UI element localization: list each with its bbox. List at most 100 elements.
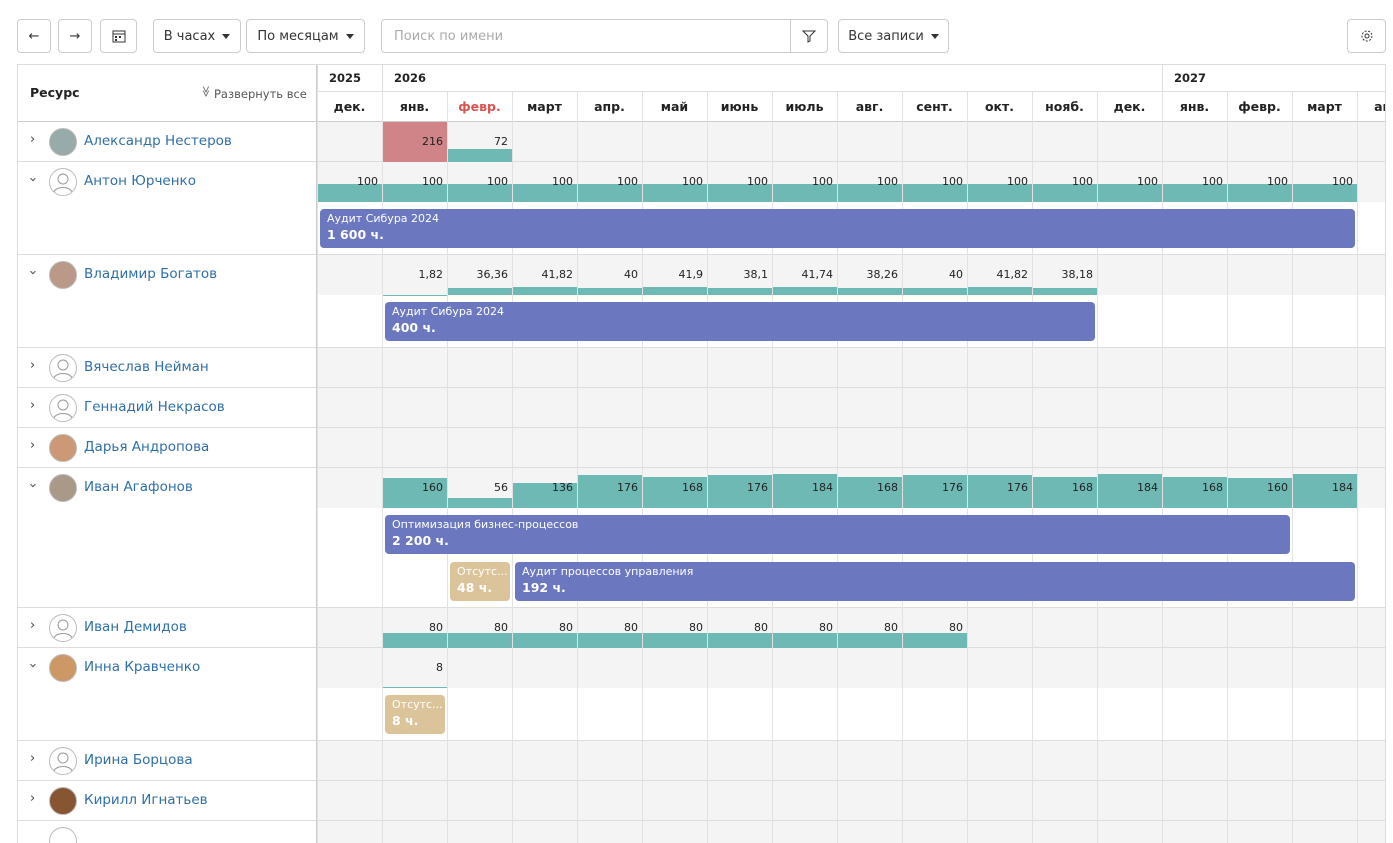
load-label: 100 — [552, 175, 573, 188]
chevron[interactable]: › — [30, 358, 36, 373]
chevron[interactable]: › — [30, 791, 36, 806]
task-title: Отсутс... — [457, 565, 508, 578]
resource-name[interactable]: Иван Агафонов — [84, 479, 193, 495]
resource-name[interactable]: Геннадий Некрасов — [84, 399, 225, 415]
load-label: 40 — [949, 268, 963, 281]
resource-name[interactable]: Инна Кравченко — [84, 659, 201, 675]
load-bar — [642, 633, 707, 648]
task-bar[interactable]: Отсутс... 48 ч. — [450, 562, 510, 601]
chevron[interactable]: › — [25, 662, 41, 669]
filter-button[interactable] — [790, 19, 828, 53]
prev-button[interactable]: ← — [17, 19, 51, 53]
units-dropdown[interactable]: В часах — [153, 19, 241, 53]
resource-name[interactable]: Кирилл Игнатьев — [84, 792, 208, 808]
load-bar — [447, 288, 512, 295]
chevron[interactable]: › — [25, 176, 41, 183]
gear-icon — [1361, 30, 1372, 42]
load-label: 41,82 — [996, 268, 1029, 281]
next-button[interactable]: → — [58, 19, 92, 53]
records-dropdown[interactable]: Все записи — [838, 19, 949, 53]
task-hours: 192 ч. — [522, 580, 566, 595]
avatar — [49, 261, 77, 289]
chevron[interactable]: › — [25, 482, 41, 489]
load-label: 176 — [1007, 481, 1028, 494]
resource-name[interactable]: Дарья Андропова — [84, 439, 210, 455]
load-bar — [1032, 476, 1097, 508]
load-label: 100 — [1137, 175, 1158, 188]
resource-name[interactable]: Вячеслав Нейман — [84, 359, 209, 375]
task-hours: 2 200 ч. — [392, 533, 449, 548]
month-label: июнь — [720, 99, 759, 114]
load-label: 100 — [422, 175, 443, 188]
row-border — [18, 740, 1385, 741]
resource-name[interactable]: Антон Юрченко — [84, 173, 196, 189]
load-bar — [577, 183, 642, 202]
load-bar — [382, 122, 447, 162]
avatar — [49, 168, 77, 196]
column-line — [512, 91, 513, 843]
load-bar — [512, 633, 577, 648]
load-label: 176 — [942, 481, 963, 494]
load-label: 1,82 — [418, 268, 444, 281]
month-label: нояб. — [1045, 99, 1084, 114]
load-bar — [1227, 478, 1292, 508]
task-bar[interactable]: Аудит Сибура 2024 1 600 ч. — [320, 209, 1355, 248]
load-label: 168 — [1072, 481, 1093, 494]
load-label: 100 — [682, 175, 703, 188]
chevron[interactable]: › — [30, 751, 36, 766]
task-bar[interactable]: Оптимизация бизнес-процессов 2 200 ч. — [385, 515, 1290, 554]
search-placeholder: Поиск по имени — [394, 28, 504, 44]
period-dropdown[interactable]: По месяцам — [246, 19, 365, 53]
resource-name[interactable]: Ирина Борцова — [84, 752, 193, 768]
load-label: 36,36 — [476, 268, 509, 281]
settings-button[interactable] — [1347, 19, 1386, 53]
load-label: 8 — [436, 661, 443, 674]
load-bar — [382, 686, 447, 688]
expand-all[interactable]: Развернуть все — [214, 87, 307, 101]
task-bar[interactable]: Аудит Сибура 2024 400 ч. — [385, 302, 1095, 341]
load-label: 100 — [1267, 175, 1288, 188]
resource-name[interactable]: Иван Демидов — [84, 619, 187, 635]
resource-name[interactable]: Александр Нестеров — [84, 133, 232, 149]
month-label: июль — [785, 99, 824, 114]
load-bar — [1162, 183, 1227, 202]
load-bar — [707, 287, 772, 295]
load-bar — [642, 476, 707, 508]
left-border — [316, 428, 317, 468]
avatar — [49, 354, 77, 382]
load-label: 184 — [812, 481, 833, 494]
task-bar[interactable]: Отсутс... 8 ч. — [385, 695, 445, 734]
month-label: дек. — [1113, 99, 1146, 114]
chevron[interactable]: › — [30, 132, 36, 147]
load-bar — [382, 183, 447, 202]
calendar-button[interactable] — [100, 19, 137, 53]
row-border — [18, 161, 1385, 162]
chevron[interactable]: › — [30, 398, 36, 413]
load-label: 100 — [1072, 175, 1093, 188]
month-label: март — [1307, 99, 1342, 114]
resource-name[interactable]: Владимир Богатов — [84, 266, 218, 282]
load-label: 168 — [1202, 481, 1223, 494]
load-bar — [642, 183, 707, 202]
load-bar — [772, 287, 837, 295]
year-divider — [317, 65, 318, 91]
task-bar[interactable]: Аудит процессов управления 192 ч. — [515, 562, 1355, 601]
load-band — [317, 348, 1385, 388]
chevron[interactable]: › — [30, 618, 36, 633]
task-hours: 400 ч. — [392, 320, 436, 335]
header-right — [317, 65, 1385, 122]
column-line — [1162, 91, 1163, 843]
year-line — [317, 91, 1385, 92]
month-label: сент. — [916, 99, 953, 114]
left-border — [316, 162, 317, 255]
column-line — [1032, 91, 1033, 843]
load-label: 80 — [429, 621, 443, 634]
chevron[interactable]: › — [30, 438, 36, 453]
month-label: окт. — [984, 99, 1015, 114]
chevron[interactable]: › — [25, 269, 41, 276]
load-bar — [447, 497, 512, 508]
month-label: янв. — [399, 99, 430, 114]
month-label: март — [527, 99, 562, 114]
search-input[interactable]: Поиск по имени — [381, 19, 791, 53]
load-label: 41,74 — [801, 268, 834, 281]
